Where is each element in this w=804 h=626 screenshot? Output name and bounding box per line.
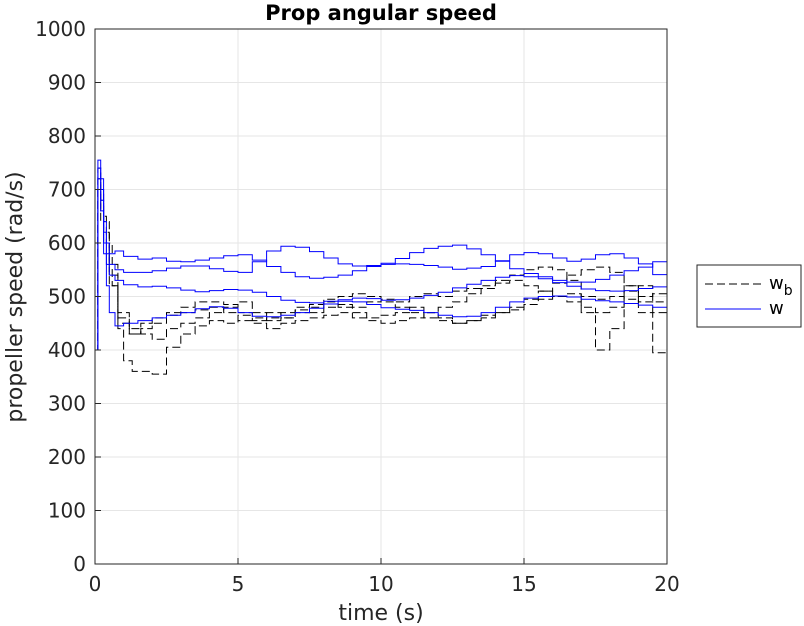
x-tick-label-0: 0 <box>89 572 102 596</box>
x-axis-ticks: 0 5 10 15 20 <box>89 558 680 596</box>
chart-title: Prop angular speed <box>265 1 497 25</box>
y-tick-label-3: 300 <box>48 392 86 416</box>
y-axis-ticks: 0 100 200 300 400 500 600 700 800 900 1000 <box>35 17 101 576</box>
series-line-wb-1 <box>95 178 668 351</box>
y-tick-label-4: 400 <box>48 338 86 362</box>
y-axis-label: propeller speed (rad/s) <box>3 171 28 422</box>
y-tick-label-10: 1000 <box>35 17 86 41</box>
x-tick-label-3: 15 <box>511 572 536 596</box>
plot-lines <box>95 159 668 375</box>
y-tick-label-6: 600 <box>48 231 86 255</box>
y-tick-label-0: 0 <box>73 552 86 576</box>
x-axis-label: time (s) <box>338 601 423 626</box>
legend-label-0: wb <box>769 273 793 299</box>
legend-box <box>696 264 802 328</box>
series-line-w-7 <box>95 189 668 351</box>
series-line-wb-3 <box>95 199 668 351</box>
series-line-w-5 <box>95 167 668 351</box>
legend: wbw <box>696 264 802 328</box>
series-line-w-6 <box>95 178 668 351</box>
legend-label-main-1: w <box>769 298 784 319</box>
legend-label-sub-0: b <box>784 283 793 299</box>
y-tick-label-9: 900 <box>48 71 86 95</box>
x-tick-label-4: 20 <box>654 572 679 596</box>
y-tick-label-5: 500 <box>48 285 86 309</box>
series-line-wb-0 <box>95 167 668 375</box>
y-tick-label-2: 200 <box>48 445 86 469</box>
x-tick-label-1: 5 <box>232 572 245 596</box>
y-tick-label-7: 700 <box>48 178 86 202</box>
series-line-w-4 <box>95 159 668 351</box>
y-tick-label-8: 800 <box>48 124 86 148</box>
legend-label-1: w <box>769 298 784 319</box>
y-tick-label-1: 100 <box>48 499 86 523</box>
legend-label-main-0: w <box>769 273 784 294</box>
x-tick-label-2: 10 <box>368 572 393 596</box>
